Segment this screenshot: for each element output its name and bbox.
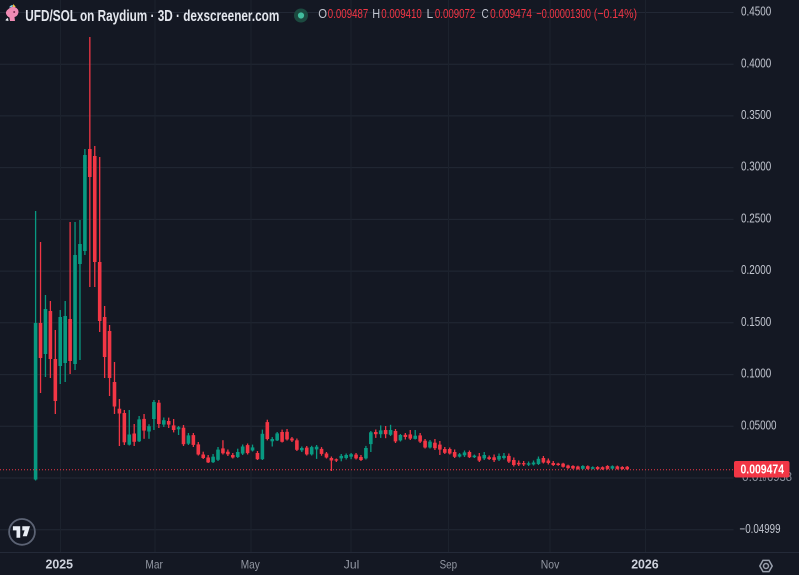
svg-text:O: O — [318, 6, 327, 21]
svg-text:0.009487: 0.009487 — [328, 6, 369, 21]
svg-text:Nov: Nov — [541, 558, 560, 572]
svg-text:May: May — [241, 558, 260, 572]
svg-text:−0.04999: −0.04999 — [740, 522, 781, 536]
svg-text:0.4500: 0.4500 — [741, 5, 771, 19]
svg-text:2025: 2025 — [46, 558, 74, 572]
svg-text:C: C — [482, 6, 489, 21]
svg-text:Sep: Sep — [440, 558, 458, 572]
svg-text:UFD/SOL on Raydium · 3D · dexs: UFD/SOL on Raydium · 3D · dexscreener.co… — [25, 8, 279, 25]
svg-text:(−0.14%): (−0.14%) — [594, 6, 637, 21]
svg-text:0.05000: 0.05000 — [741, 418, 777, 432]
svg-text:Jul: Jul — [344, 558, 360, 572]
svg-text:0.1500: 0.1500 — [741, 315, 771, 329]
svg-text:0.009474: 0.009474 — [741, 463, 785, 477]
svg-text:0.009474: 0.009474 — [490, 6, 532, 21]
svg-text:0.3500: 0.3500 — [741, 108, 771, 122]
svg-text:−0.00001300: −0.00001300 — [536, 6, 591, 21]
svg-text:0.009072: 0.009072 — [435, 6, 475, 21]
svg-text:L: L — [427, 6, 434, 21]
svg-text:0.2000: 0.2000 — [741, 263, 771, 277]
svg-text:2026: 2026 — [631, 558, 659, 572]
svg-text:0.009410: 0.009410 — [381, 6, 422, 21]
svg-text:H: H — [372, 6, 380, 21]
svg-text:Mar: Mar — [145, 558, 163, 572]
svg-text:0.1000: 0.1000 — [741, 367, 771, 381]
svg-text:0.4000: 0.4000 — [741, 56, 771, 70]
svg-text:0.3000: 0.3000 — [741, 160, 771, 174]
svg-text:16: 16 — [759, 473, 767, 484]
svg-text:0.2500: 0.2500 — [741, 212, 771, 226]
